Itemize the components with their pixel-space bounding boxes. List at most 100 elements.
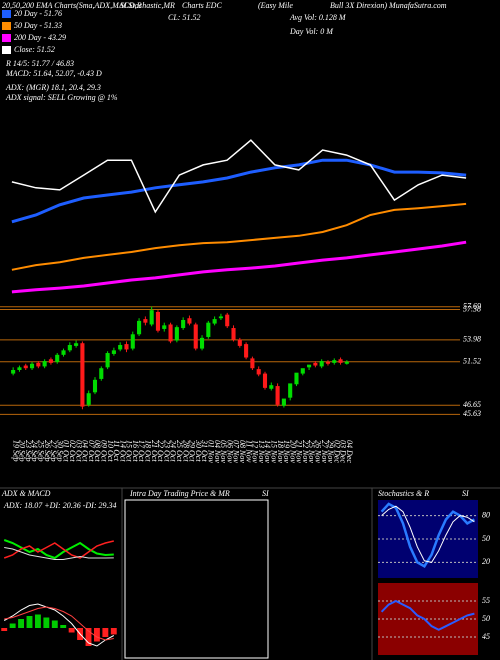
x-tick-label: 15 Nov [269, 440, 278, 463]
y-tick-label: 45 [482, 632, 490, 641]
candle-body [143, 319, 148, 323]
series-line [11, 158, 467, 224]
legend-label: 200 Day - 43.29 [14, 33, 66, 42]
candle-body [199, 337, 205, 349]
candle-body [212, 319, 217, 324]
x-tick-label: 09 Oct [99, 440, 108, 462]
x-tick-label: 26 Nov [314, 440, 323, 463]
y-tick-label: 53.98 [463, 335, 481, 344]
annotation: ADX: 18.07 +DI: 20.36 -DI: 29.34 [3, 501, 117, 510]
annotation: Day Vol: 0 M [289, 27, 334, 36]
candle-body [155, 311, 161, 331]
x-tick-label: 10 Oct [106, 440, 115, 462]
x-tick-label: 07 Nov [232, 440, 241, 463]
x-tick-label: 29 Nov [326, 440, 335, 463]
x-tick-label: 24 Sep [30, 440, 39, 462]
x-tick-label: 02 Dec [332, 440, 341, 463]
candle-body [92, 379, 98, 393]
x-tick-label: 20 Nov [288, 440, 297, 463]
y-tick-label: 45.63 [463, 409, 481, 418]
candle-body [338, 359, 343, 363]
y-tick-label: 57.69 [463, 302, 481, 311]
candle-body [168, 324, 173, 342]
legend-label: 20 Day - 51.76 [14, 9, 62, 18]
candle-body [42, 361, 47, 367]
series-line [3, 603, 115, 647]
x-tick-label: 04 Nov [213, 440, 222, 463]
y-tick-label: 20 [482, 557, 490, 566]
candle-body [319, 361, 324, 367]
x-tick-label: 25 Oct [175, 440, 184, 462]
annotation: MACD: 51.64, 52.07, -0.43 D [5, 69, 102, 78]
candle-body [55, 354, 60, 362]
y-tick-label: 51.52 [463, 357, 481, 366]
legend-swatch [2, 34, 11, 42]
x-tick-label: 17 Oct [137, 440, 146, 462]
x-tick-label: 18 Oct [144, 440, 153, 462]
candle-body [294, 372, 299, 385]
candle-body [17, 367, 22, 370]
candle-body [275, 386, 280, 405]
candle-body [288, 383, 293, 398]
candle-body [111, 350, 116, 354]
candle-body [124, 344, 129, 350]
candle-body [80, 343, 85, 407]
candle-body [181, 320, 186, 329]
candle-body [332, 360, 337, 363]
panel-title: ADX & MACD [1, 489, 51, 498]
candle-body [130, 334, 135, 349]
candle-body [162, 325, 167, 329]
series-line [380, 502, 476, 568]
histogram-bar [60, 625, 67, 628]
histogram-bar [102, 628, 109, 637]
candle-body [244, 344, 249, 358]
series-line [380, 599, 475, 631]
histogram-bar [51, 620, 58, 628]
candle-body [137, 320, 142, 335]
histogram-bar [9, 623, 16, 628]
x-tick-label: 15 Oct [125, 440, 134, 462]
candle-body [61, 350, 66, 355]
x-tick-label: 20 Sep [18, 440, 27, 462]
y-tick-label: 55 [482, 596, 490, 605]
candle-body [11, 370, 16, 374]
y-tick-label: 80 [482, 510, 490, 519]
annotation: Avg Vol: 0.128 M [289, 13, 347, 22]
y-tick-label: 57.38 [463, 304, 481, 313]
candle-body [105, 353, 110, 368]
panel-title: Stochastics & R [378, 489, 429, 498]
annotation: ADX signal: SELL Growing @ 1% [5, 93, 118, 102]
histogram-bar [43, 617, 50, 628]
candle-body [118, 345, 123, 350]
candle-body [36, 362, 41, 367]
series-line [3, 540, 114, 559]
histogram-bar [110, 628, 117, 635]
candle-body [29, 363, 35, 369]
annotation: SLStochastic,MR [120, 1, 175, 10]
legend-swatch [2, 46, 11, 54]
x-tick-label: 29 Oct [188, 440, 197, 462]
x-tick-label: 30 Oct [194, 439, 203, 462]
legend-label: 50 Day - 51.33 [14, 21, 62, 30]
candle-body [174, 327, 179, 341]
x-tick-label: 11 Nov [244, 440, 253, 463]
x-tick-label: 05 Nov [219, 440, 228, 463]
histogram-bar [18, 619, 25, 628]
x-tick-label: 27 Sep [49, 440, 58, 462]
y-tick-label: 50 [482, 534, 490, 543]
series-line [11, 202, 467, 271]
candle-body [262, 373, 268, 388]
candle-body [250, 358, 255, 369]
candle-body [86, 393, 91, 405]
candle-body [313, 362, 318, 366]
x-tick-label: 06 Nov [225, 440, 234, 463]
x-tick-label: 31 Oct [200, 439, 209, 462]
x-tick-label: 19 Nov [282, 440, 291, 463]
candle-body [281, 398, 286, 406]
series-line [4, 547, 114, 560]
histogram-bar [26, 616, 33, 628]
series-line [11, 240, 467, 294]
annotation: Charts EDC [182, 1, 222, 10]
x-tick-label: 22 Nov [301, 440, 310, 463]
legend-swatch [2, 10, 11, 18]
